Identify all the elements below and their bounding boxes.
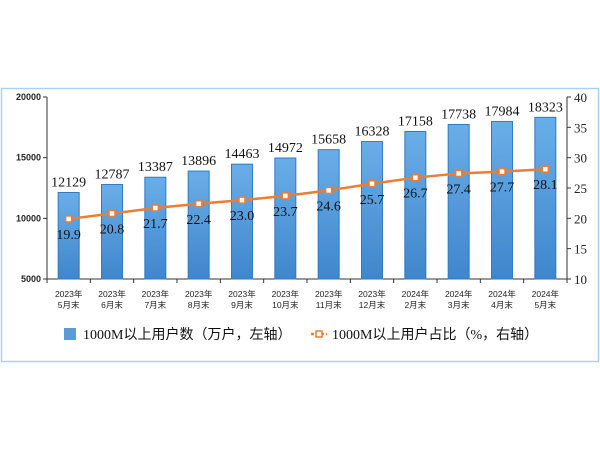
right-tick-label: 10	[574, 272, 587, 287]
x-tick-label-year: 2024年	[488, 289, 516, 299]
legend-line-label: 1000M以上用户占比（%，右轴）	[332, 326, 538, 343]
line-value-label: 25.7	[360, 193, 385, 208]
x-tick-label-month: 8月末	[188, 300, 210, 310]
bar	[361, 141, 383, 280]
bar	[317, 149, 340, 280]
bar-value-label: 12129	[51, 176, 86, 191]
line-value-label: 21.7	[143, 217, 168, 232]
x-tick-label-month: 3月末	[448, 300, 470, 310]
line-marker	[64, 215, 73, 223]
x-tick-label-year: 2023年	[98, 289, 126, 299]
x-tick-label-month: 6月末	[101, 300, 123, 310]
bar	[144, 176, 167, 280]
x-tick-label-year: 2023年	[272, 289, 300, 299]
line-marker	[324, 186, 333, 195]
x-tick-label-year: 2024年	[532, 289, 560, 299]
chart-frame	[0, 87, 600, 363]
bar-value-label: 17984	[485, 104, 520, 119]
bar	[447, 123, 470, 280]
right-tick-label: 25	[574, 181, 587, 196]
x-tick-label-month: 11月末	[316, 300, 342, 310]
right-tick-label: 20	[574, 211, 587, 226]
x-tick-label-month: 5月末	[534, 300, 556, 310]
bar-value-label: 13387	[138, 160, 173, 175]
x-tick-label-month: 10月末	[272, 300, 299, 310]
bar-value-label: 14972	[268, 141, 303, 156]
bar-value-label: 13896	[181, 154, 216, 169]
legend-bar-swatch	[64, 328, 76, 340]
x-tick-label-month: 4月末	[491, 300, 513, 310]
line-value-label: 28.1	[533, 178, 558, 193]
left-tick-label: 10000	[16, 213, 41, 223]
bar	[534, 116, 557, 280]
line-value-label: 27.4	[446, 182, 471, 197]
line-marker	[194, 200, 203, 208]
line-value-label: 22.4	[186, 213, 211, 228]
bar	[57, 192, 80, 280]
bar	[404, 130, 427, 280]
bar-value-label: 16328	[355, 125, 390, 140]
left-tick-label: 20000	[16, 92, 41, 102]
legend-bar-label: 1000M以上用户数（万户，左轴）	[83, 326, 291, 343]
line-marker	[498, 167, 506, 176]
bar-value-label: 17158	[398, 114, 433, 129]
right-tick-label: 30	[574, 151, 587, 166]
line-marker	[238, 196, 246, 204]
line-marker	[368, 180, 376, 188]
legend: 1000M以上用户数（万户，左轴） 1000M以上用户占比（%，右轴）	[64, 326, 538, 343]
bar-value-label: 12787	[95, 168, 130, 183]
x-tick-label-year: 2024年	[445, 289, 473, 299]
bar	[101, 184, 123, 280]
line-value-label: 23.7	[273, 205, 298, 220]
x-tick-label-month: 7月末	[144, 300, 166, 310]
bar-value-label: 14463	[225, 147, 260, 162]
line-value-label: 27.7	[490, 181, 515, 196]
right-tick-label: 40	[574, 90, 587, 105]
bar-value-label: 18323	[528, 100, 563, 115]
x-tick-label-month: 9月末	[231, 300, 253, 310]
x-tick-label-year: 2023年	[55, 289, 83, 299]
line-value-label: 26.7	[403, 187, 428, 202]
bar	[231, 163, 253, 280]
x-tick-label-month: 12月末	[359, 300, 386, 310]
right-tick-label: 15	[574, 242, 587, 257]
line-value-label: 19.9	[56, 228, 81, 243]
x-tick-label-month: 5月末	[58, 300, 80, 310]
x-tick-label-year: 2023年	[185, 289, 213, 299]
line-marker	[454, 169, 463, 178]
line-value-label: 20.8	[100, 222, 125, 237]
legend-line-marker	[315, 330, 323, 338]
line-marker	[411, 173, 420, 182]
x-tick-label-year: 2023年	[358, 289, 386, 299]
left-tick-label: 15000	[16, 153, 41, 163]
line-marker	[151, 204, 160, 212]
x-tick-label-year: 2024年	[402, 289, 430, 299]
x-tick-label-month: 2月末	[404, 300, 426, 310]
line-marker	[541, 165, 550, 173]
line-value-label: 24.6	[316, 199, 341, 214]
line-value-label: 23.0	[230, 209, 255, 224]
bar-value-label: 15658	[311, 133, 346, 148]
bar	[187, 170, 210, 280]
x-tick-label-year: 2023年	[142, 289, 170, 299]
right-tick-label: 35	[574, 120, 587, 135]
x-tick-label-year: 2023年	[315, 289, 343, 299]
bar	[274, 157, 297, 280]
line-marker	[281, 192, 290, 200]
share-line	[68, 167, 546, 221]
bar	[491, 120, 513, 280]
bar-value-label: 17738	[441, 107, 476, 122]
line-marker	[108, 209, 116, 218]
x-tick-label-year: 2023年	[228, 289, 256, 299]
left-tick-label: 5000	[21, 274, 41, 284]
